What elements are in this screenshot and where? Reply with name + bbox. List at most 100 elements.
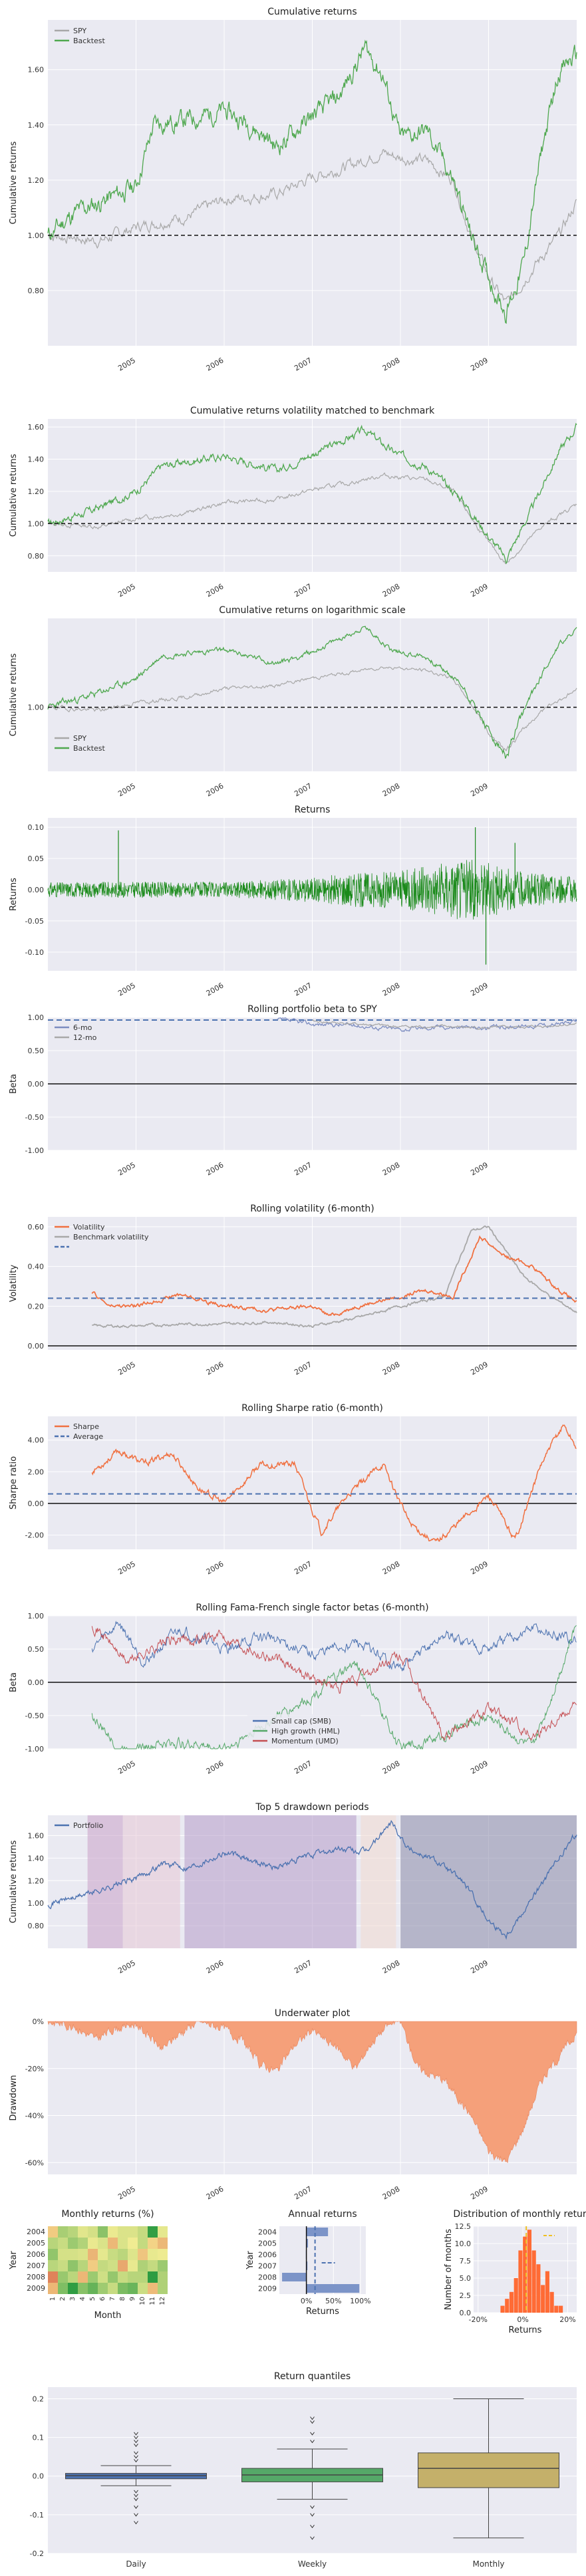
chart-title: Underwater plot [275, 2008, 351, 2019]
heatmap-cell [148, 2238, 158, 2249]
legend-label: Volatility [73, 1223, 105, 1231]
legend-label: 12-mo [73, 1033, 97, 1042]
y-tick-label: -60% [25, 2158, 44, 2167]
umd-line [91, 1626, 577, 1741]
heatmap-cell [138, 2271, 148, 2283]
x-tick-label: 2006 [205, 1958, 225, 1975]
y-tick-label: 0% [33, 2017, 44, 2026]
outlier-marker [310, 2432, 315, 2436]
legend-label: Sharpe [73, 1422, 99, 1431]
x-tick-label: 2006 [205, 356, 225, 372]
outlier-marker [134, 2436, 138, 2440]
y-tick-label: 0.05 [28, 854, 45, 863]
heatmap-cell [88, 2271, 98, 2283]
monthly-stats-row: Monthly returns (%) 2004 2005 2006 2007 2008 2… [9, 2209, 586, 2335]
category-label: Weekly [298, 2559, 327, 2569]
histogram-bar [527, 2230, 532, 2313]
y-tick-label: 0.00 [28, 1342, 45, 1351]
quantile-box [418, 2452, 559, 2488]
outlier-marker [134, 2459, 138, 2463]
outlier-marker [134, 2513, 138, 2517]
x-tick-label: 2005 [116, 1360, 137, 1376]
chart-title: Cumulative returns on logarithmic scale [219, 605, 405, 616]
x-tick-label: 2005 [116, 981, 137, 997]
y-tick-label: 12.5 [455, 2222, 472, 2231]
heatmap-cell [68, 2238, 78, 2249]
x-tick-label: 2006 [205, 1559, 225, 1576]
heatmap-cell [158, 2283, 168, 2294]
x-tick-label: 0% [301, 2297, 312, 2305]
heatmap-cell [78, 2238, 88, 2249]
drawdown-periods-chart: 1.60 1.40 1.20 1.00 0.80 2005 2006 2007 2008 2009… [9, 1802, 577, 1976]
y-tick-label: 0.40 [28, 1263, 45, 1271]
outlier-marker [310, 2416, 315, 2420]
portfolio-line [47, 1820, 577, 1940]
legend-label: Momentum (UMD) [271, 1737, 339, 1745]
smb-line [91, 1620, 577, 1672]
underwater-chart: 0% -20% -40% -60% 2005 2006 2007 2008 2009 Underw… [9, 2008, 577, 2201]
rolling-volatility-chart: 0.60 0.40 0.20 0.00 2005 2006 2007 2008 2009 Roll… [9, 1204, 577, 1377]
legend-label: 6-mo [73, 1023, 92, 1032]
x-tick-label: 2005 [116, 582, 137, 598]
heatmap-cell [118, 2226, 128, 2238]
x-tick-label: 2006 [205, 2184, 225, 2201]
month-label: 5 [89, 2297, 96, 2301]
x-tick-label: 2005 [116, 1759, 137, 1775]
x-tick-label: 100% [350, 2297, 370, 2305]
y-tick-label: -1.00 [25, 1745, 44, 1753]
heatmap-cell [148, 2271, 158, 2283]
outlier-marker [134, 2451, 138, 2455]
outlier-marker [310, 2513, 315, 2517]
cumulative-returns-chart: 0.80 1.00 1.20 1.40 1.60 2005 2006 2007 2008 2009… [9, 7, 577, 373]
y-axis-label: Cumulative returns [9, 141, 19, 224]
fama-french-chart: 1.00 0.50 0.00 -0.50 -1.00 2005 2006 2007 2008 20… [9, 1603, 577, 1776]
heatmap-cell [138, 2238, 148, 2249]
heatmap-cell [88, 2226, 98, 2238]
y-tick-label: 0.80 [28, 552, 45, 561]
heatmap-cell [78, 2226, 88, 2238]
y-tick-label: 1.40 [28, 455, 45, 464]
y-tick-label: 0.80 [28, 1922, 45, 1930]
heatmap-cell [68, 2249, 78, 2260]
heatmap-cell [138, 2260, 148, 2271]
heatmap-cell [78, 2271, 88, 2283]
backtest-line [47, 39, 577, 324]
x-tick-label: 2008 [381, 356, 402, 372]
y-tick-label: 0.0 [460, 2309, 472, 2317]
chart-title: Monthly returns (%) [61, 2209, 154, 2220]
y-axis-label: Drawdown [9, 2075, 19, 2121]
heatmap-cell [108, 2260, 118, 2271]
outlier-marker [134, 2440, 138, 2444]
x-tick-label: 2006 [205, 781, 225, 798]
heatmap-cell [128, 2238, 138, 2249]
y-tick-label: 1.20 [28, 1876, 45, 1885]
heatmap-cell [78, 2249, 88, 2260]
x-tick-label: 2006 [205, 1759, 225, 1775]
histogram-bar [545, 2271, 549, 2313]
heatmap-cell [128, 2271, 138, 2283]
rolling-beta-chart: 1.00 0.50 0.00 -0.50 -1.00 2005 2006 2007 2008 20… [9, 1004, 577, 1178]
heatmap-cell [58, 2249, 68, 2260]
heatmap-cell [78, 2283, 88, 2294]
x-tick-label: 2005 [116, 1958, 137, 1975]
heatmap-cell [148, 2226, 158, 2238]
legend-label: Backtest [73, 37, 106, 45]
chart-title: Rolling Sharpe ratio (6-month) [241, 1403, 383, 1414]
x-tick-label: 2009 [469, 582, 490, 598]
x-tick-label: 2007 [293, 781, 313, 798]
sharpe-line [91, 1424, 577, 1542]
heatmap-cell [48, 2283, 58, 2294]
y-tick-label: 0.50 [28, 1645, 45, 1654]
legend-label: SPY [73, 734, 86, 743]
heatmap-cell [88, 2238, 98, 2249]
y-axis-label: Beta [9, 1074, 19, 1094]
heatmap-cell [118, 2260, 128, 2271]
heatmap-cell [48, 2271, 58, 2283]
y-tick-label: 0.00 [28, 1080, 45, 1089]
x-tick-label: 2008 [381, 1958, 402, 1975]
heatmap-cell [158, 2260, 168, 2271]
backtest-line [47, 422, 577, 565]
heatmap-cell [108, 2249, 118, 2260]
year-label: 2004 [27, 2228, 45, 2236]
x-tick-label: 2006 [205, 1160, 225, 1177]
